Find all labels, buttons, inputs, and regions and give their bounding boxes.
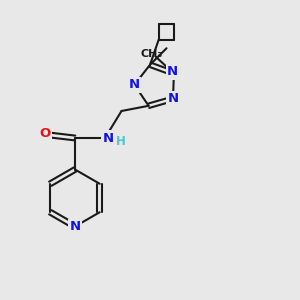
Text: N: N: [167, 65, 178, 78]
Text: N: N: [102, 131, 114, 145]
Text: N: N: [69, 220, 81, 233]
Text: N: N: [129, 78, 140, 91]
Text: H: H: [116, 135, 125, 148]
Text: O: O: [39, 127, 51, 140]
Text: N: N: [167, 92, 178, 105]
Text: CH₃: CH₃: [140, 49, 163, 59]
